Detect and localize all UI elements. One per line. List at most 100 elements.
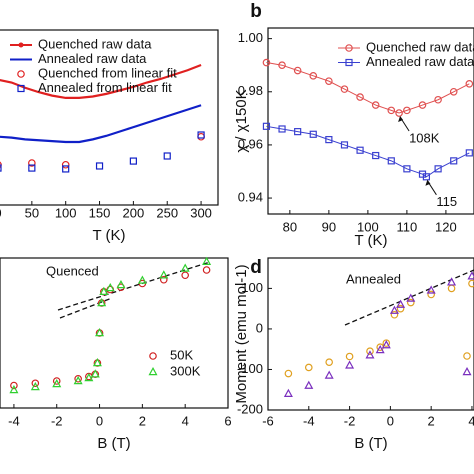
legend-marker	[148, 366, 158, 376]
data-point	[92, 357, 102, 367]
data-point	[180, 263, 190, 272]
data-point	[468, 279, 474, 288]
data-point	[381, 340, 391, 349]
series-line	[266, 125, 470, 178]
data-point	[382, 339, 391, 347]
x-axis-label: B (T)	[354, 435, 387, 452]
plot-frame	[267, 257, 474, 411]
data-point	[116, 279, 126, 289]
data-point	[426, 285, 436, 294]
panel-label: d	[250, 257, 262, 278]
fit-lines	[57, 261, 474, 326]
data-point	[447, 277, 457, 286]
x-axis-label: T (K)	[92, 227, 125, 244]
x-tick-label: 0	[0, 205, 2, 220]
data-point	[90, 369, 100, 378]
data-point	[28, 159, 36, 167]
data-point	[30, 381, 40, 391]
data-point	[356, 93, 364, 101]
data-point	[304, 380, 314, 389]
data-point	[403, 106, 411, 115]
data-point	[95, 162, 104, 170]
legend-marker	[345, 44, 353, 52]
data-point	[84, 372, 94, 382]
series	[283, 271, 474, 397]
arrow-head	[425, 179, 431, 186]
data-point	[390, 310, 399, 319]
data-point	[309, 72, 318, 80]
data-point	[137, 275, 147, 284]
series	[0, 131, 205, 173]
data-point	[52, 378, 62, 388]
data-point	[427, 290, 435, 299]
data-point	[262, 58, 271, 67]
data-point	[465, 80, 474, 88]
data-point	[395, 109, 403, 117]
data-point	[372, 151, 380, 160]
x-tick-label: 2	[428, 413, 435, 428]
legend-marker	[462, 366, 472, 376]
data-point	[284, 369, 293, 378]
plot-frame	[267, 27, 474, 215]
data-point	[99, 286, 109, 295]
data-point	[73, 375, 83, 385]
x-tick-label: -4	[8, 413, 20, 428]
data-point	[422, 173, 431, 181]
data-point	[31, 379, 40, 388]
y-tick-label: 0.98	[238, 83, 263, 98]
data-point	[309, 130, 317, 138]
data-point	[278, 125, 286, 133]
panel: 80 90 100 110 120 1.00 0.98 0.96 0.94 T (K) χ / χ1…	[233, 1, 474, 249]
y-axis-label: χ / χ150K	[233, 89, 250, 152]
data-point	[389, 305, 399, 314]
data-point	[202, 256, 212, 265]
x-tick-label: 0	[96, 413, 103, 428]
data-point	[181, 271, 189, 280]
x-tick-label: 300	[190, 205, 212, 220]
x-tick-label: 2	[139, 413, 146, 428]
data-point	[396, 299, 406, 308]
annotation: Annealed	[346, 271, 401, 286]
data-point	[447, 284, 456, 293]
data-point	[406, 293, 416, 302]
series	[0, 63, 202, 100]
legend-label: 300K	[170, 363, 201, 378]
data-point	[366, 347, 374, 356]
legend-label: Quenched raw data	[366, 39, 474, 54]
x-tick-label: -2	[344, 413, 356, 428]
data-point	[365, 350, 375, 359]
data-point	[283, 388, 293, 397]
data-point	[202, 266, 211, 274]
data-point	[0, 164, 2, 172]
x-tick-label: 0	[387, 413, 394, 428]
data-point	[340, 85, 349, 93]
legend-marker	[17, 70, 25, 78]
data-point	[345, 352, 354, 361]
plot-frame	[0, 257, 229, 409]
data-point	[387, 157, 395, 165]
x-tick-label: 4	[182, 413, 189, 428]
legend-marker	[149, 352, 157, 360]
series	[284, 279, 474, 378]
series	[9, 256, 212, 394]
legend-label: Annealed raw data	[366, 54, 474, 69]
data-point	[356, 146, 364, 154]
x-tick-label: 100	[357, 219, 379, 234]
data-point	[434, 165, 442, 173]
data-point	[467, 271, 474, 280]
x-tick-label: -2	[51, 413, 63, 428]
data-point	[159, 270, 169, 279]
data-point	[387, 106, 396, 115]
data-point	[375, 344, 385, 354]
data-point	[197, 131, 205, 139]
data-point	[294, 128, 302, 136]
data-point	[325, 136, 333, 144]
x-tick-label: 90	[322, 219, 336, 234]
panel-label: b	[250, 1, 262, 22]
data-point	[450, 157, 458, 165]
arrow-head	[398, 116, 404, 123]
data-point	[324, 370, 334, 379]
data-point	[9, 384, 19, 394]
y-axis-label: Moment (emu mol-1)	[233, 264, 250, 403]
y-tick-label: -100	[237, 361, 263, 376]
